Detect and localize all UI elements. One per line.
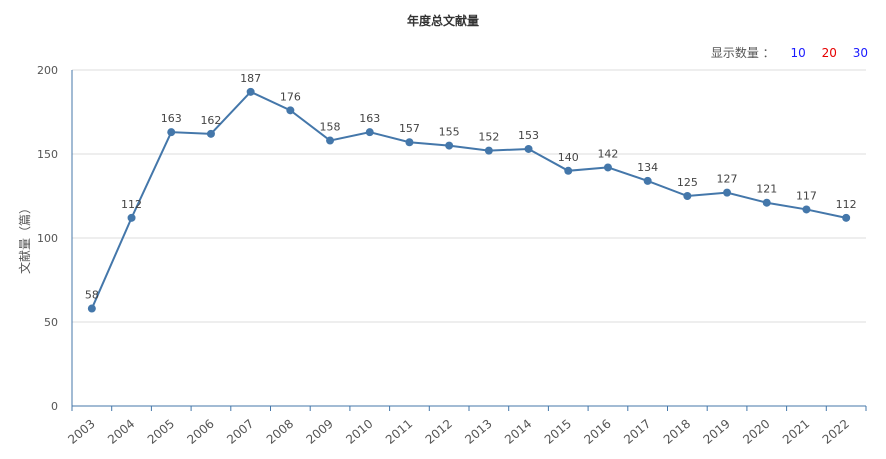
display-count-option-20[interactable]: 20	[821, 46, 837, 60]
data-label: 163	[359, 112, 380, 125]
chart-title: 年度总文献量	[406, 14, 479, 28]
data-label: 117	[796, 189, 817, 202]
data-point	[643, 176, 652, 185]
data-label: 153	[518, 129, 539, 142]
data-point	[206, 129, 215, 138]
data-label: 125	[677, 176, 698, 189]
data-point	[842, 213, 851, 222]
data-label: 127	[717, 173, 738, 186]
x-tick-label: 2013	[462, 416, 494, 446]
data-point	[683, 192, 692, 200]
x-tick-label: 2022	[820, 416, 852, 446]
data-point	[802, 205, 811, 214]
x-tick-label: 2008	[264, 416, 296, 446]
data-point	[564, 166, 573, 175]
display-count-option-30[interactable]: 30	[852, 46, 868, 60]
data-point	[326, 136, 335, 145]
x-tick-label: 2012	[423, 416, 455, 446]
x-tick-label: 2014	[502, 416, 534, 446]
data-label: 152	[478, 131, 499, 144]
x-tick-label: 2009	[304, 416, 336, 446]
data-label: 187	[240, 72, 261, 85]
data-point	[723, 188, 732, 197]
data-point	[246, 87, 255, 96]
data-label: 112	[836, 198, 857, 211]
data-label: 163	[161, 112, 182, 125]
x-tick-label: 2003	[65, 416, 97, 446]
x-tick-label: 2021	[780, 416, 812, 446]
y-tick-label: 100	[37, 232, 58, 245]
data-point	[445, 141, 454, 150]
display-count-option-10[interactable]: 10	[790, 46, 806, 60]
data-point	[762, 198, 771, 207]
display-count-selector: 显示数量 ： 10 20 30	[711, 44, 868, 61]
x-tick-label: 2007	[224, 416, 256, 446]
data-point	[524, 144, 533, 153]
data-point	[286, 106, 295, 115]
x-tick-label: 2018	[661, 416, 693, 446]
y-tick-label: 150	[37, 148, 58, 161]
data-label: 142	[597, 147, 618, 160]
series-line	[90, 90, 847, 309]
y-tick-label: 0	[51, 400, 58, 413]
data-point	[484, 146, 493, 155]
data-point	[87, 304, 96, 313]
data-label: 157	[399, 122, 420, 135]
x-tick-label: 2019	[701, 416, 733, 446]
data-point	[127, 213, 136, 222]
data-point	[405, 138, 414, 147]
x-tick-label: 2006	[184, 416, 216, 446]
x-tick-label: 2004	[105, 416, 137, 446]
display-count-label: 显示数量 ：	[710, 46, 775, 60]
y-tick-label: 200	[37, 64, 58, 77]
data-label: 121	[756, 183, 777, 196]
x-tick-label: 2011	[383, 416, 415, 446]
x-tick-label: 2017	[621, 416, 653, 446]
data-point	[365, 128, 374, 137]
data-label: 58	[85, 289, 99, 302]
y-tick-label: 50	[44, 316, 58, 329]
data-point	[167, 128, 176, 137]
data-label: 155	[439, 126, 460, 139]
data-label: 162	[200, 114, 221, 127]
y-axis-title: 文献量（篇）	[17, 202, 32, 274]
data-label: 134	[637, 161, 658, 174]
x-tick-label: 2016	[581, 416, 613, 446]
data-label: 112	[121, 198, 142, 211]
x-tick-label: 2020	[740, 416, 772, 446]
x-tick-label: 2015	[542, 416, 574, 446]
data-label: 158	[320, 121, 341, 134]
x-tick-label: 2010	[343, 416, 375, 446]
data-label: 140	[558, 151, 579, 164]
data-point	[603, 163, 612, 172]
data-label: 176	[280, 90, 301, 103]
x-tick-label: 2005	[145, 416, 177, 446]
